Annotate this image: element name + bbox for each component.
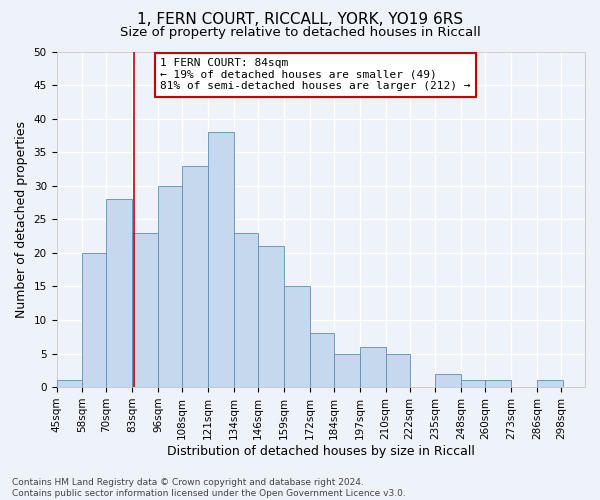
Bar	[208, 132, 234, 387]
Bar	[461, 380, 485, 387]
Text: 1 FERN COURT: 84sqm
← 19% of detached houses are smaller (49)
81% of semi-detach: 1 FERN COURT: 84sqm ← 19% of detached ho…	[160, 58, 471, 92]
X-axis label: Distribution of detached houses by size in Riccall: Distribution of detached houses by size …	[167, 444, 475, 458]
Bar	[386, 354, 410, 387]
Bar	[158, 186, 182, 387]
Y-axis label: Number of detached properties: Number of detached properties	[15, 121, 28, 318]
Bar	[56, 380, 82, 387]
Bar	[284, 286, 310, 387]
Bar	[359, 347, 386, 387]
Bar	[106, 199, 133, 387]
Bar	[436, 374, 461, 387]
Bar	[310, 334, 334, 387]
Bar	[133, 232, 158, 387]
Bar	[82, 253, 106, 387]
Bar	[537, 380, 563, 387]
Text: Contains HM Land Registry data © Crown copyright and database right 2024.
Contai: Contains HM Land Registry data © Crown c…	[12, 478, 406, 498]
Bar	[334, 354, 359, 387]
Bar	[234, 232, 258, 387]
Bar	[485, 380, 511, 387]
Bar	[258, 246, 284, 387]
Text: Size of property relative to detached houses in Riccall: Size of property relative to detached ho…	[119, 26, 481, 39]
Text: 1, FERN COURT, RICCALL, YORK, YO19 6RS: 1, FERN COURT, RICCALL, YORK, YO19 6RS	[137, 12, 463, 28]
Bar	[182, 166, 208, 387]
